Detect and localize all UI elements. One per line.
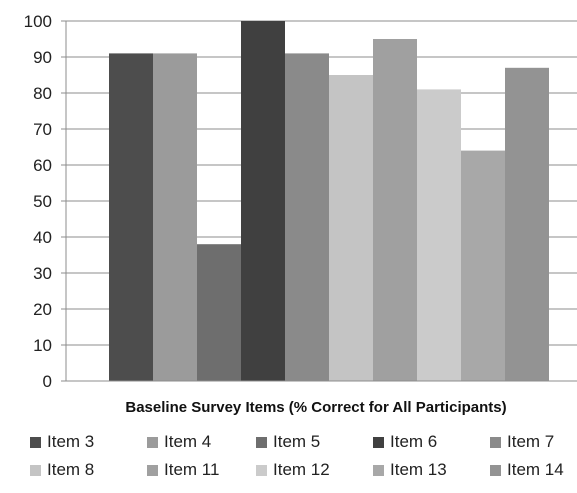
bar-item-14 — [505, 67, 549, 382]
legend-item-item-14: Item 14 — [490, 459, 564, 481]
legend-label: Item 5 — [273, 432, 321, 451]
legend-label: Item 4 — [164, 432, 212, 451]
legend-item-item-11: Item 11 — [147, 459, 219, 481]
legend-item-item-4: Item 4 — [147, 431, 211, 453]
bar-item-6 — [241, 21, 285, 381]
bar-item-8 — [329, 75, 373, 381]
y-tick-label: 30 — [33, 264, 52, 283]
y-tick-labels: 0 10 20 30 40 50 60 70 80 90 100 — [24, 12, 52, 391]
legend-item-item-12: Item 12 — [256, 459, 330, 481]
legend-label: Item 11 — [164, 460, 220, 479]
legend-label: Item 13 — [390, 460, 447, 479]
bar-item-4 — [153, 53, 197, 382]
x-axis-label: Baseline Survey Items (% Correct for All… — [125, 399, 506, 416]
legend-swatch — [147, 464, 158, 476]
y-tick-label: 80 — [33, 84, 52, 103]
bar-item-5 — [197, 244, 241, 381]
y-tick-label: 70 — [33, 120, 52, 139]
y-axis — [61, 20, 577, 382]
y-tick-label: 100 — [24, 12, 52, 31]
bar-item-3 — [109, 53, 153, 382]
legend-label: Item 6 — [390, 432, 438, 451]
legend-item-item-6: Item 6 — [373, 431, 437, 453]
legend-item-item-8: Item 8 — [30, 459, 94, 481]
legend-item-item-5: Item 5 — [256, 431, 320, 453]
legend-swatch — [373, 464, 384, 476]
legend-label: Item 8 — [47, 460, 95, 479]
legend-item-item-3: Item 3 — [30, 431, 94, 453]
legend-swatch — [373, 436, 384, 448]
legend-item-item-7: Item 7 — [490, 431, 554, 453]
bars — [109, 21, 549, 382]
y-tick-label: 10 — [33, 336, 52, 355]
bar-item-12 — [417, 89, 461, 382]
legend-swatch — [30, 464, 41, 476]
y-tick-label: 20 — [33, 300, 52, 319]
y-tick-label: 60 — [33, 156, 52, 175]
legend-label: Item 14 — [507, 460, 564, 479]
legend-swatch — [30, 436, 41, 448]
legend-swatch — [490, 464, 501, 476]
legend-swatch — [256, 436, 267, 448]
legend: Item 3 Item 4 Item 5 Item 6 Item 7 Item 8 Item… — [0, 425, 577, 488]
y-tick-label: 50 — [33, 192, 52, 211]
legend-item-item-13: Item 13 — [373, 459, 447, 481]
legend-label: Item 7 — [507, 432, 555, 451]
legend-swatch — [256, 464, 267, 476]
legend-swatch — [147, 436, 158, 448]
legend-label: Item 3 — [47, 432, 95, 451]
bar-item-11 — [373, 39, 417, 381]
bar-item-7 — [285, 53, 329, 382]
y-tick-label: 40 — [33, 228, 52, 247]
legend-label: Item 12 — [273, 460, 330, 479]
bar-item-13 — [461, 150, 505, 381]
legend-swatch — [490, 436, 501, 448]
y-tick-label: 0 — [43, 372, 52, 391]
y-tick-label: 90 — [33, 48, 52, 67]
